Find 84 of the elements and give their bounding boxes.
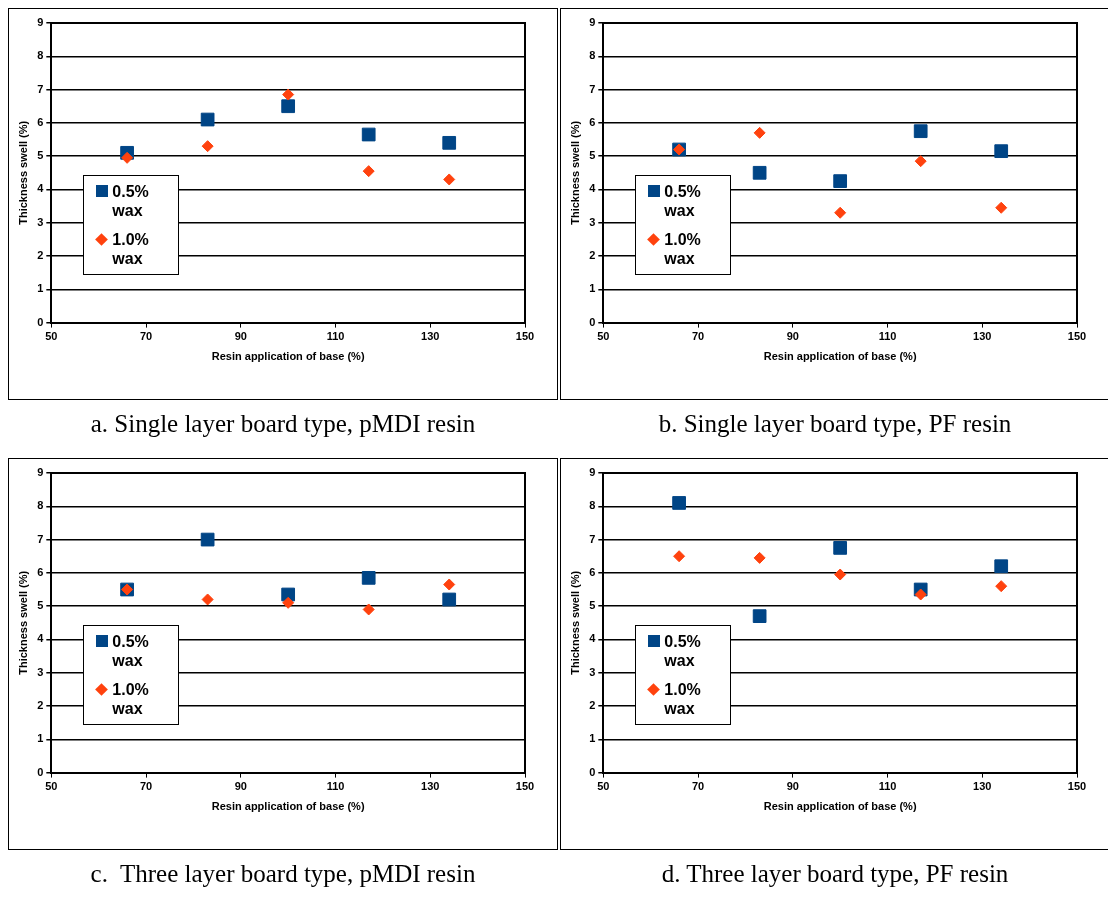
y-tick-label: 3 [37, 215, 44, 228]
y-tick-label: 7 [37, 532, 44, 545]
y-tick-label: 9 [37, 16, 44, 29]
y-tick-label: 4 [37, 182, 45, 195]
x-tick-label: 110 [878, 780, 897, 793]
y-tick-label: 7 [589, 82, 596, 95]
x-tick-label: 70 [691, 330, 705, 343]
y-axis-title: Thickness swell (%) [16, 120, 29, 225]
x-tick-label: 150 [515, 780, 535, 793]
y-tick-label: 2 [589, 699, 596, 712]
y-tick-label: 0 [589, 315, 596, 328]
y-tick-label: 0 [37, 765, 44, 778]
legend-label: 0.5% wax [112, 631, 150, 670]
legend-label: 0.5% wax [112, 181, 150, 220]
y-tick-label: 5 [589, 149, 596, 162]
text: b. Single layer board type, PF resin [657, 410, 1013, 438]
y-tick-label: 8 [37, 49, 44, 62]
y-axis-title: Thickness swell (%) [568, 120, 581, 225]
x-tick-label: 130 [973, 330, 992, 343]
x-tick-label: 90 [786, 780, 799, 793]
y-tick-label: 3 [589, 665, 596, 678]
x-tick-label: 70 [139, 780, 153, 793]
y-tick-label: 8 [589, 49, 596, 62]
legend-label: 0.5% wax [664, 631, 702, 670]
text: c. Three layer board type, pMDI resin [89, 860, 477, 888]
y-tick-label: 4 [589, 632, 597, 645]
x-axis-title: Resin application of base (%) [763, 800, 917, 813]
y-tick-label: 6 [37, 115, 44, 128]
x-tick-label: 150 [1067, 780, 1087, 793]
legend-label: 1.0% wax [664, 679, 702, 718]
x-tick-label: 50 [597, 780, 610, 793]
y-tick-label: 0 [589, 765, 596, 778]
legend-label: 0.5% wax [664, 181, 702, 220]
x-tick-label: 50 [45, 780, 58, 793]
y-tick-label: 4 [37, 632, 45, 645]
y-axis-title: Thickness swell (%) [16, 570, 29, 675]
x-tick-label: 90 [786, 330, 799, 343]
y-tick-label: 7 [37, 82, 44, 95]
x-tick-label: 50 [597, 330, 610, 343]
y-tick-label: 5 [37, 599, 44, 612]
text: d. Three layer board type, PF resin [660, 860, 1010, 888]
x-axis-title: Resin application of base (%) [211, 800, 365, 813]
x-tick-label: 110 [326, 780, 345, 793]
legend-label: 1.0% wax [112, 679, 150, 718]
x-tick-label: 50 [45, 330, 58, 343]
y-tick-label: 3 [37, 665, 44, 678]
x-tick-label: 110 [326, 330, 345, 343]
y-tick-label: 9 [589, 16, 596, 29]
y-tick-label: 1 [37, 732, 44, 745]
y-tick-label: 6 [589, 565, 596, 578]
y-tick-label: 1 [589, 282, 596, 295]
y-tick-label: 0 [37, 315, 44, 328]
y-tick-label: 7 [589, 532, 596, 545]
text: a. Single layer board type, pMDI resin [89, 410, 477, 438]
legend-label: 1.0% wax [112, 229, 150, 268]
x-axis-title: Resin application of base (%) [763, 350, 917, 363]
x-axis-title: Resin application of base (%) [211, 350, 365, 363]
y-tick-label: 6 [589, 115, 596, 128]
y-tick-label: 4 [589, 182, 597, 195]
y-tick-label: 2 [589, 249, 596, 262]
y-tick-label: 8 [589, 499, 596, 512]
y-tick-label: 6 [37, 565, 44, 578]
y-tick-label: 2 [37, 249, 44, 262]
y-tick-label: 5 [589, 599, 596, 612]
y-tick-label: 3 [589, 215, 596, 228]
x-tick-label: 70 [139, 330, 153, 343]
x-tick-label: 90 [234, 780, 247, 793]
x-tick-label: 150 [1067, 330, 1087, 343]
y-tick-label: 8 [37, 499, 44, 512]
y-tick-label: 1 [589, 732, 596, 745]
legend-label: 1.0% wax [664, 229, 702, 268]
x-tick-label: 130 [973, 780, 992, 793]
x-tick-label: 90 [234, 330, 247, 343]
x-tick-label: 130 [421, 780, 440, 793]
x-tick-label: 150 [515, 330, 535, 343]
y-tick-label: 9 [589, 466, 596, 479]
y-tick-label: 1 [37, 282, 44, 295]
x-tick-label: 130 [421, 330, 440, 343]
y-tick-label: 2 [37, 699, 44, 712]
y-tick-label: 5 [37, 149, 44, 162]
y-tick-label: 9 [37, 466, 44, 479]
x-tick-label: 70 [691, 780, 705, 793]
y-axis-title: Thickness swell (%) [568, 570, 581, 675]
x-tick-label: 110 [878, 330, 897, 343]
